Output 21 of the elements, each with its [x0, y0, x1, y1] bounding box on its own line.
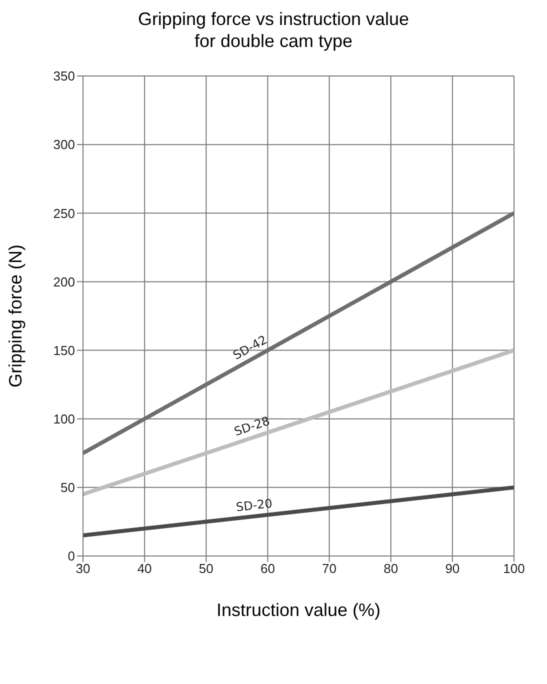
x-tick-label: 40: [137, 561, 152, 576]
y-tick-label: 50: [60, 480, 75, 496]
x-tick-label: 80: [384, 561, 398, 576]
x-tick-label: 70: [322, 561, 337, 576]
y-tick-label: 250: [53, 206, 75, 221]
x-tick-label: 60: [260, 561, 275, 576]
text: SD-28: [232, 414, 272, 439]
y-tick-label: 100: [53, 411, 75, 426]
text: SD-20: [235, 496, 274, 514]
y-tick-label: 0: [68, 548, 75, 564]
x-tick-label: 30: [76, 561, 90, 576]
y-tick-label: 300: [53, 137, 75, 152]
x-tick-label: 90: [445, 561, 460, 576]
y-axis-title: Gripping force (N): [5, 244, 26, 388]
y-tick-label: 200: [53, 274, 75, 290]
x-tick-label: 100: [503, 561, 525, 576]
chart-title: Gripping force vs instruction value for double cam type: [136, 8, 410, 52]
x-tick-label: 50: [198, 561, 214, 576]
x-axis-title: Instruction value (%): [216, 600, 381, 620]
y-tick-label: 150: [53, 342, 75, 358]
y-tick-label: 350: [53, 68, 75, 84]
